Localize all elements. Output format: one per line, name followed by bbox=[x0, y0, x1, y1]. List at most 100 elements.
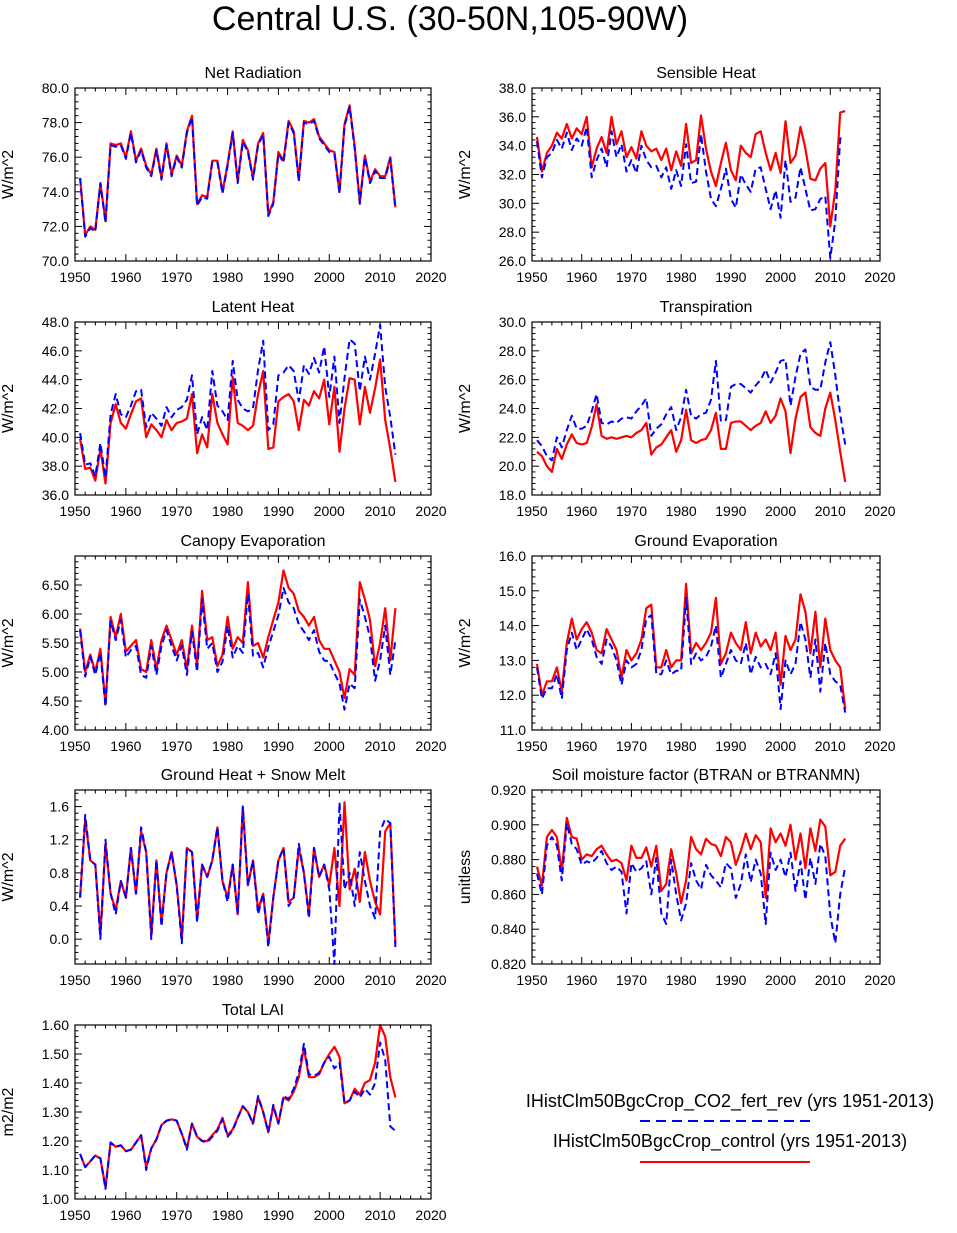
x-tick-label: 2020 bbox=[864, 972, 895, 988]
x-tick-label: 2020 bbox=[415, 972, 446, 988]
y-tick-label: 1.20 bbox=[42, 1133, 69, 1149]
x-tick-label: 1960 bbox=[566, 269, 597, 285]
x-tick-label: 2020 bbox=[415, 738, 446, 754]
y-tick-label: 38.0 bbox=[499, 80, 526, 96]
y-tick-label: 0.840 bbox=[491, 921, 526, 937]
y-tick-label: 38.0 bbox=[42, 458, 69, 474]
plot-frame bbox=[74, 789, 432, 965]
x-tick-label: 1980 bbox=[666, 738, 697, 754]
plot-frame bbox=[74, 87, 432, 262]
x-tick-label: 2000 bbox=[314, 972, 345, 988]
panel-9: Total LAI m2/m2 1950 1960 1970 1980 1990 2000 20… bbox=[0, 1002, 447, 1223]
x-tick-label: 2010 bbox=[365, 503, 396, 519]
y-tick-label: 1.30 bbox=[42, 1104, 69, 1120]
x-tick-label: 1980 bbox=[212, 972, 243, 988]
x-tick-label: 1970 bbox=[616, 269, 647, 285]
x-tick-label: 1990 bbox=[715, 503, 746, 519]
legend: IHistClm50BgcCrop_CO2_fert_rev (yrs 1951… bbox=[526, 1091, 934, 1163]
x-tick-label: 1960 bbox=[566, 972, 597, 988]
y-tick-label: 0.4 bbox=[50, 898, 70, 914]
panel-title: Total LAI bbox=[222, 1002, 284, 1019]
panel-2: Sensible Heat W/m^2 1950 1960 1970 1980 1990 20… bbox=[457, 65, 896, 285]
y-tick-label: 0.860 bbox=[491, 886, 526, 902]
plot-frame bbox=[531, 321, 881, 496]
y-tick-label: 26.0 bbox=[499, 253, 526, 269]
y-tick-label: 16.0 bbox=[499, 548, 526, 564]
x-tick-label: 2010 bbox=[815, 503, 846, 519]
x-tick-label: 1960 bbox=[566, 503, 597, 519]
x-tick-label: 1990 bbox=[715, 269, 746, 285]
x-tick-label: 1970 bbox=[161, 972, 192, 988]
x-tick-label: 1950 bbox=[516, 269, 547, 285]
y-tick-label: 20.0 bbox=[499, 458, 526, 474]
x-tick-label: 1980 bbox=[212, 269, 243, 285]
panel-7: Ground Heat + Snow Melt W/m^2 1950 1960 1970… bbox=[0, 767, 447, 988]
series-line-co2-fert bbox=[536, 596, 847, 713]
x-tick-label: 1970 bbox=[161, 738, 192, 754]
y-tick-label: 28.0 bbox=[499, 343, 526, 359]
x-tick-label: 1950 bbox=[516, 503, 547, 519]
x-tick-label: 2020 bbox=[415, 503, 446, 519]
y-axis-label: unitless bbox=[457, 850, 474, 904]
y-tick-label: 42.0 bbox=[42, 401, 69, 417]
y-tick-label: 0.920 bbox=[491, 782, 526, 798]
x-tick-label: 2020 bbox=[415, 1207, 446, 1223]
x-tick-label: 2000 bbox=[314, 503, 345, 519]
x-tick-label: 2020 bbox=[864, 503, 895, 519]
series-line-control bbox=[79, 1023, 397, 1189]
y-tick-label: 0.820 bbox=[491, 956, 526, 972]
y-tick-label: 32.0 bbox=[499, 167, 526, 183]
y-tick-label: 26.0 bbox=[499, 372, 526, 388]
y-axis-label: W/m^2 bbox=[457, 618, 474, 667]
y-tick-label: 28.0 bbox=[499, 224, 526, 240]
y-tick-label: 11.0 bbox=[500, 722, 526, 738]
y-tick-label: 12.0 bbox=[499, 687, 526, 703]
x-tick-label: 1970 bbox=[161, 1207, 192, 1223]
y-tick-label: 48.0 bbox=[42, 314, 69, 330]
y-tick-label: 36.0 bbox=[499, 109, 526, 125]
y-tick-label: 15.0 bbox=[499, 583, 526, 599]
figure-title: Central U.S. (30-50N,105-90W) bbox=[212, 0, 688, 38]
x-tick-label: 1960 bbox=[110, 503, 141, 519]
y-tick-label: 78.0 bbox=[42, 115, 69, 131]
x-tick-label: 1960 bbox=[110, 972, 141, 988]
y-tick-label: 5.50 bbox=[42, 635, 69, 651]
series-line-control bbox=[79, 801, 397, 945]
series-line-control bbox=[535, 816, 847, 905]
x-tick-label: 2020 bbox=[864, 269, 895, 285]
x-tick-label: 1990 bbox=[263, 503, 294, 519]
x-tick-label: 1990 bbox=[715, 972, 746, 988]
x-tick-label: 1950 bbox=[59, 972, 90, 988]
y-tick-label: 34.0 bbox=[499, 138, 526, 154]
y-tick-label: 4.50 bbox=[42, 693, 69, 709]
x-tick-label: 1970 bbox=[616, 972, 647, 988]
x-tick-label: 2010 bbox=[815, 972, 846, 988]
series-line-co2-fert bbox=[79, 323, 397, 479]
series-line-control bbox=[535, 582, 847, 710]
y-axis-label: W/m^2 bbox=[457, 384, 474, 433]
y-tick-label: 1.10 bbox=[42, 1162, 69, 1178]
x-tick-label: 2020 bbox=[864, 738, 895, 754]
panel-5: Canopy Evaporation W/m^2 1950 1960 1970 1980 1… bbox=[0, 533, 447, 754]
x-tick-label: 1950 bbox=[516, 738, 547, 754]
x-tick-label: 2020 bbox=[415, 269, 446, 285]
y-tick-label: 0.8 bbox=[50, 865, 70, 881]
series-line-co2-fert bbox=[536, 822, 847, 945]
x-tick-label: 2000 bbox=[765, 972, 796, 988]
panel-title: Canopy Evaporation bbox=[181, 533, 326, 550]
x-tick-label: 1950 bbox=[59, 1207, 90, 1223]
y-tick-label: 4.00 bbox=[42, 722, 69, 738]
x-tick-label: 1970 bbox=[161, 503, 192, 519]
x-tick-label: 1990 bbox=[263, 1207, 294, 1223]
panels: Net Radiation W/m^2 1950 1960 1970 1980 1990 20… bbox=[0, 65, 896, 1223]
x-tick-label: 2000 bbox=[765, 269, 796, 285]
x-tick-label: 1960 bbox=[110, 738, 141, 754]
x-tick-label: 2000 bbox=[765, 738, 796, 754]
y-tick-label: 1.2 bbox=[50, 832, 70, 848]
panel-6: Ground Evaporation W/m^2 1950 1960 1970 1980 1… bbox=[457, 533, 896, 754]
panel-title: Sensible Heat bbox=[656, 65, 756, 82]
y-tick-label: 0.880 bbox=[491, 852, 526, 868]
x-tick-label: 1980 bbox=[212, 1207, 243, 1223]
series-line-control bbox=[79, 358, 397, 485]
